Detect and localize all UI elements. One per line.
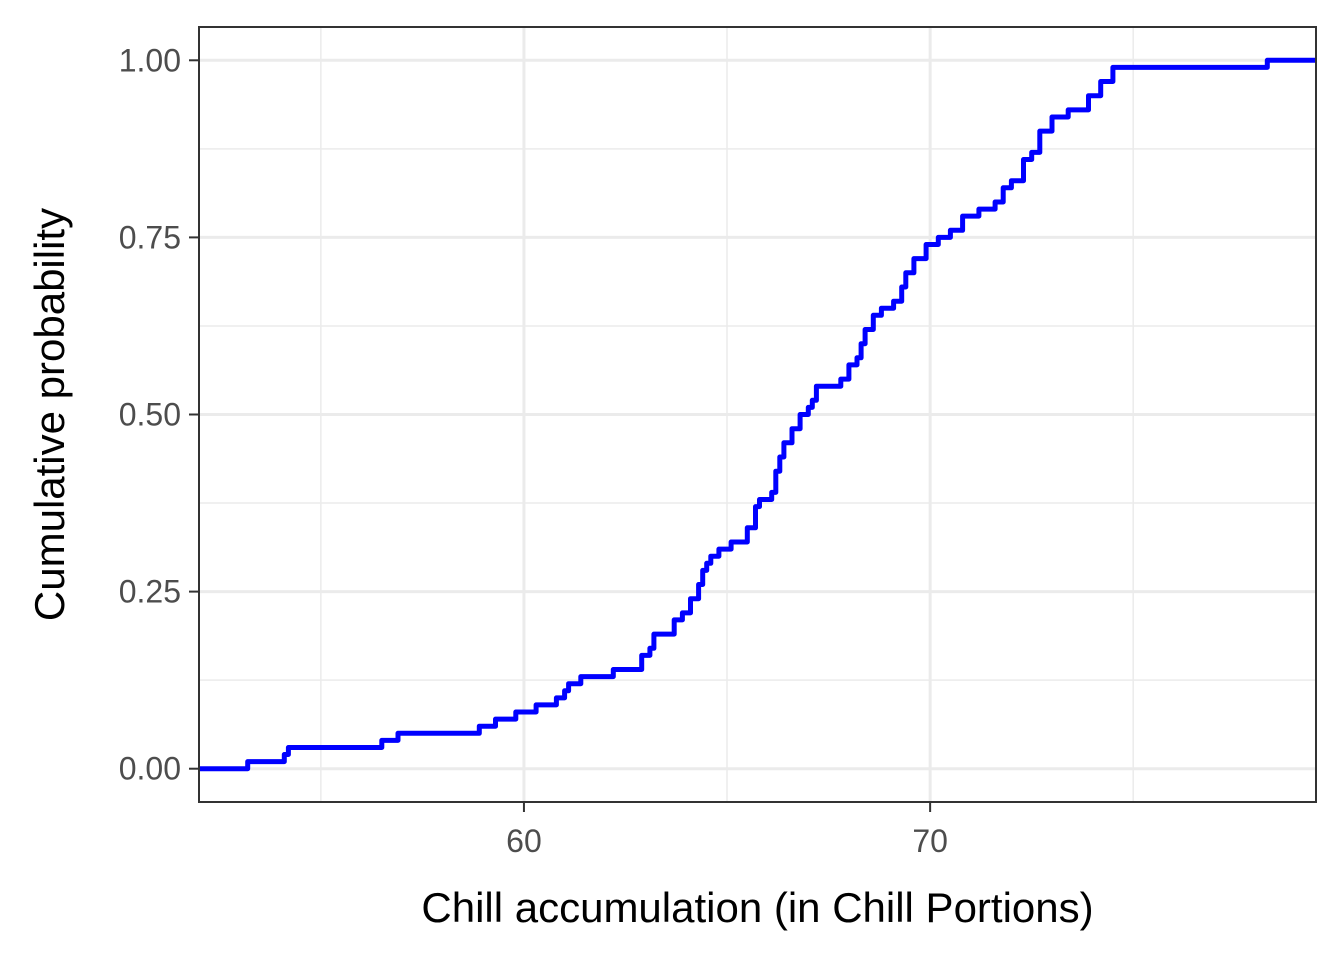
y-tick-label: 1.00 xyxy=(119,42,181,78)
y-axis-ticks: 0.00 0.25 0.50 0.75 1.00 xyxy=(119,42,199,787)
x-axis-ticks: 60 70 xyxy=(506,802,948,859)
x-tick-label: 60 xyxy=(506,823,542,859)
grid-major-lines xyxy=(199,27,1316,802)
y-tick-label: 0.75 xyxy=(119,219,181,255)
y-tick-label: 0.50 xyxy=(119,397,181,433)
cdf-step-line xyxy=(199,57,1316,772)
y-tick-label: 0.25 xyxy=(119,574,181,610)
x-tick-label: 70 xyxy=(912,823,948,859)
x-axis-title: Chill accumulation (in Chill Portions) xyxy=(421,884,1093,931)
series-group xyxy=(199,57,1316,772)
y-tick-label: 0.00 xyxy=(119,751,181,787)
y-axis-title: Cumulative probability xyxy=(26,208,73,621)
